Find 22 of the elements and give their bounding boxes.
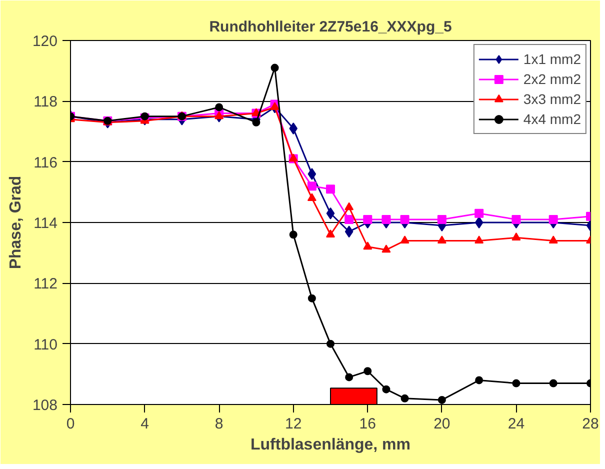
legend-label: 4x4 mm2 <box>523 110 581 128</box>
y-tick-label: 110 <box>34 336 58 354</box>
y-tick-label: 118 <box>34 94 58 111</box>
y-tick-label: 116 <box>34 154 58 172</box>
y-tick-label: 120 <box>32 33 58 50</box>
legend-label: 1x1 mm2 <box>523 50 581 68</box>
x-tick-label: 4 <box>140 416 149 432</box>
x-tick-label: 12 <box>285 416 302 432</box>
x-tick-label: 8 <box>214 416 224 432</box>
legend-label: 2x2 mm2 <box>523 70 581 88</box>
x-axis-title: Luftblasenlänge, mm <box>250 436 411 454</box>
x-tick-label: 24 <box>508 416 525 432</box>
chart-title: Rundhohlleiter 2Z75e16_XXXpg_5 <box>209 18 452 36</box>
y-tick-label: 108 <box>32 397 58 414</box>
y-tick-label: 112 <box>34 276 58 293</box>
x-tick-label: 0 <box>66 416 75 432</box>
y-axis-title: Phase, Grad <box>7 176 24 270</box>
x-tick-label: 20 <box>434 416 450 432</box>
x-tick-label: 28 <box>582 416 599 432</box>
legend-label: 3x3 mm2 <box>523 90 581 108</box>
y-tick-label: 114 <box>34 215 58 232</box>
x-tick-label: 16 <box>359 416 376 432</box>
